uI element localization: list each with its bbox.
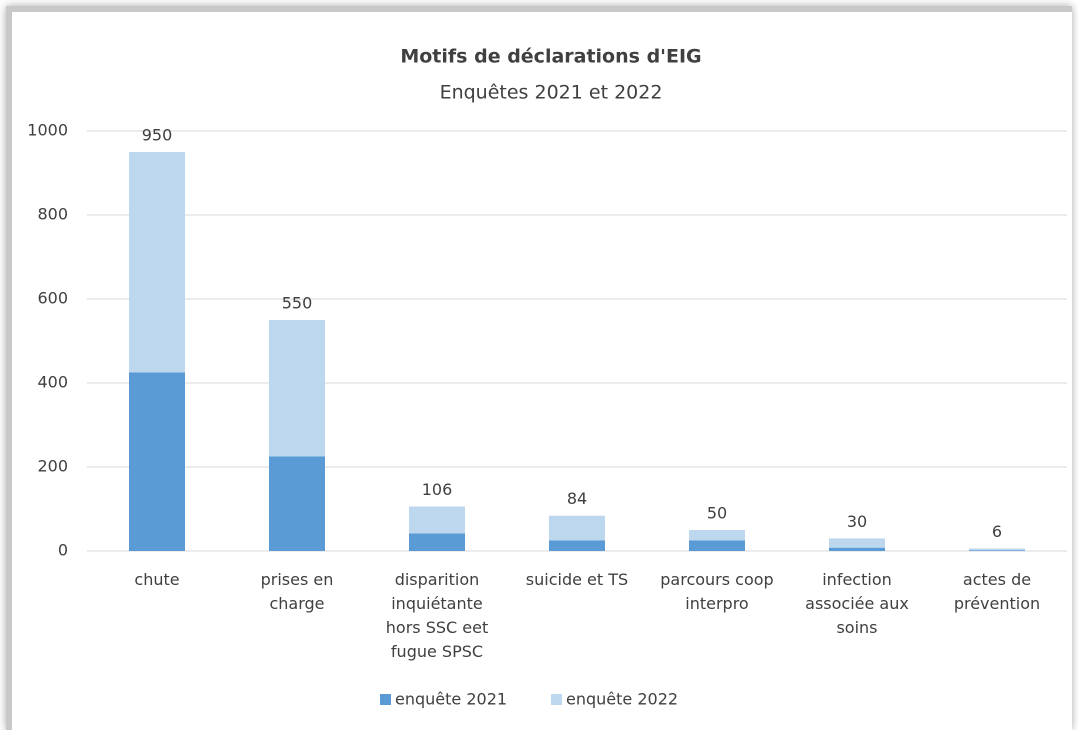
bar-segment bbox=[969, 550, 1025, 551]
legend-swatch bbox=[551, 694, 562, 705]
total-label: 84 bbox=[567, 489, 587, 508]
total-label: 106 bbox=[422, 480, 453, 499]
x-tick-label: actes de prévention bbox=[953, 570, 1041, 613]
bar-segment bbox=[269, 456, 325, 551]
bar-segment bbox=[409, 506, 465, 534]
bar-segment bbox=[969, 548, 1025, 551]
y-tick-label: 400 bbox=[37, 373, 68, 392]
bar-segment bbox=[409, 533, 465, 551]
bar-segment bbox=[269, 320, 325, 457]
x-tick-label: chute bbox=[134, 570, 180, 589]
total-label: 550 bbox=[282, 294, 313, 313]
total-label: 6 bbox=[992, 522, 1002, 541]
y-tick-label: 800 bbox=[37, 205, 68, 224]
x-tick-label: suicide et TS bbox=[525, 570, 629, 589]
total-label: 950 bbox=[142, 126, 173, 145]
y-tick-label: 0 bbox=[58, 541, 68, 560]
y-tick-label: 200 bbox=[37, 457, 68, 476]
chart-subtitle: Enquêtes 2021 et 2022 bbox=[440, 82, 663, 104]
bar-segment bbox=[689, 530, 745, 541]
legend-label: enquête 2022 bbox=[566, 690, 678, 709]
bar-segment bbox=[129, 152, 185, 373]
legend-label: enquête 2021 bbox=[395, 690, 507, 709]
bar-segment bbox=[689, 540, 745, 551]
bar-segment bbox=[549, 540, 605, 551]
x-tick-label: infection associée aux soins bbox=[805, 570, 909, 637]
x-tick-label: parcours coop interpro bbox=[660, 570, 774, 613]
bar-segment bbox=[829, 538, 885, 548]
x-tick-label: disparition inquiétante hors SSC eet fug… bbox=[385, 570, 489, 661]
bar-segment bbox=[129, 372, 185, 551]
total-label: 30 bbox=[847, 512, 867, 531]
y-tick-label: 600 bbox=[37, 289, 68, 308]
x-tick-label: prises en charge bbox=[260, 570, 334, 613]
total-label: 50 bbox=[707, 504, 727, 523]
y-tick-label: 1000 bbox=[27, 121, 68, 140]
legend-swatch bbox=[380, 694, 391, 705]
chart-title: Motifs de déclarations d'EIG bbox=[400, 46, 701, 68]
bar-segment bbox=[549, 515, 605, 541]
bar-segment bbox=[829, 547, 885, 551]
